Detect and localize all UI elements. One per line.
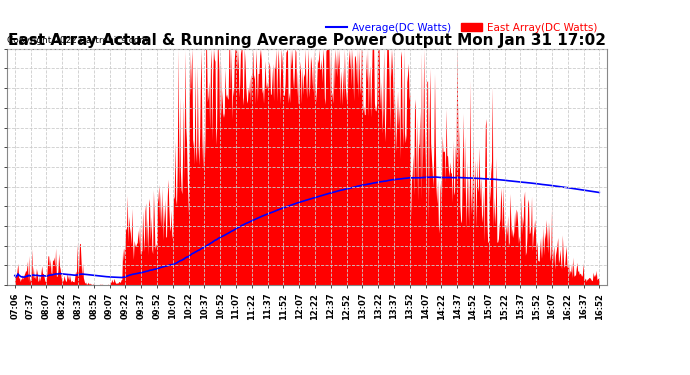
Title: East Array Actual & Running Average Power Output Mon Jan 31 17:02: East Array Actual & Running Average Powe… [8,33,606,48]
Text: Copyright 2022 Cartronics.com: Copyright 2022 Cartronics.com [7,36,148,45]
Legend: Average(DC Watts), East Array(DC Watts): Average(DC Watts), East Array(DC Watts) [322,18,602,37]
